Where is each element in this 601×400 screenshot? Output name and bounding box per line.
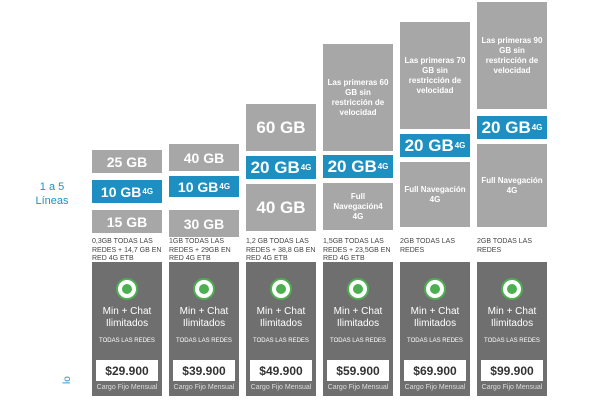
segment-label: 30 GB xyxy=(183,215,225,232)
data-gb-segment: 30 GB xyxy=(169,210,239,237)
segment-label: 20 GB xyxy=(404,135,454,155)
cargo-label: Cargo Fijo Mensual xyxy=(404,384,466,391)
min-chat-label: Min + Chat Ilimitados xyxy=(333,306,383,329)
whatsapp-icon xyxy=(193,278,215,300)
plan-extra-info: 2GB TODAS LAS REDES xyxy=(477,238,532,254)
cargo-label: Cargo Fijo Mensual xyxy=(481,384,543,391)
redes-label: TODAS LAS REDES xyxy=(407,338,463,344)
segment-label: 40 GB xyxy=(256,197,306,217)
data-info-segment: Las primeras 90 GB sin restricción de ve… xyxy=(477,2,547,109)
lines-label: 1 a 5 Líneas xyxy=(35,181,69,207)
segment-label: 20 GB xyxy=(481,117,531,137)
data-gb-segment: 25 GB xyxy=(92,150,162,173)
plan-column: 25 GB 10 GB 4G 15 GB 0,3GB TODAS LAS REDES +… xyxy=(92,0,162,400)
plan-column: Las primeras 90 GB sin restricción de ve… xyxy=(477,0,547,400)
segment-label: 15 GB xyxy=(106,213,148,230)
cargo-label: Cargo Fijo Mensual xyxy=(327,384,389,391)
segment-label: 10 GB xyxy=(177,178,219,195)
price-label: $99.900 xyxy=(481,360,543,381)
plan-price-card[interactable]: Min + Chat Ilimitados TODAS LAS REDES $69.… xyxy=(400,262,470,396)
price-label: $49.900 xyxy=(250,360,312,381)
plan-column: 40 GB 10 GB 4G 30 GB 1GB TODAS LAS REDES + 2… xyxy=(169,0,239,400)
redes-label: TODAS LAS REDES xyxy=(330,338,386,344)
plan-price-card[interactable]: Min + Chat Ilimitados TODAS LAS REDES $39.… xyxy=(169,262,239,396)
data-info-segment: Full Navegación 4G xyxy=(477,144,547,227)
min-chat-label: Min + Chat Ilimitados xyxy=(410,306,460,329)
data-4g-segment: 20 GB 4G xyxy=(400,134,470,157)
price-label: $69.900 xyxy=(404,360,466,381)
whatsapp-icon xyxy=(270,278,292,300)
redes-label: TODAS LAS REDES xyxy=(176,338,232,344)
plan-price-card[interactable]: Min + Chat Ilimitados TODAS LAS REDES $29.… xyxy=(92,262,162,396)
plan-extra-info: 1GB TODAS LAS REDES + 29GB EN RED 4G ETB xyxy=(169,238,231,262)
min-chat-label: Min + Chat Ilimitados xyxy=(102,306,152,329)
price-label: $29.900 xyxy=(96,360,158,381)
data-4g-segment: 10 GB 4G xyxy=(169,176,239,197)
data-info-segment: Full Navegación4 4G xyxy=(323,183,393,230)
segment-label: 25 GB xyxy=(106,153,148,170)
min-chat-label: Min + Chat Ilimitados xyxy=(256,306,306,329)
data-info-segment: Las primeras 60 GB sin restricción de ve… xyxy=(323,44,393,151)
segment-label: Full Navegación 4G xyxy=(404,184,466,204)
plan-price-card[interactable]: Min + Chat Ilimitados TODAS LAS REDES $99.… xyxy=(477,262,547,396)
redes-label: TODAS LAS REDES xyxy=(484,338,540,344)
redes-label: TODAS LAS REDES xyxy=(253,338,309,344)
data-gb-segment: 60 GB xyxy=(246,104,316,151)
data-gb-segment: 40 GB xyxy=(246,184,316,231)
data-gb-segment: 40 GB xyxy=(169,144,239,171)
whatsapp-icon xyxy=(424,278,446,300)
data-info-segment: Full Navegación 4G xyxy=(400,162,470,227)
network-4g-badge: 4G xyxy=(454,141,466,150)
network-4g-badge: 4G xyxy=(531,123,543,132)
plan-extra-info: 2GB TODAS LAS REDES xyxy=(400,238,455,254)
plan-price-card[interactable]: Min + Chat Ilimitados TODAS LAS REDES $49.… xyxy=(246,262,316,396)
segment-label: 10 GB xyxy=(100,183,142,200)
whatsapp-icon xyxy=(347,278,369,300)
data-4g-segment: 20 GB 4G xyxy=(477,116,547,139)
segment-label: Las primeras 90 GB sin restricción de ve… xyxy=(481,35,543,75)
min-chat-label: Min + Chat Ilimitados xyxy=(487,306,537,329)
min-chat-label: Min + Chat Ilimitados xyxy=(179,306,229,329)
whatsapp-icon xyxy=(501,278,523,300)
cargo-label: Cargo Fijo Mensual xyxy=(96,384,158,391)
plan-column: Las primeras 70 GB sin restricción de ve… xyxy=(400,0,470,400)
data-info-segment: Las primeras 70 GB sin restricción de ve… xyxy=(400,22,470,129)
data-4g-segment: 20 GB 4G xyxy=(246,156,316,179)
segment-label: 20 GB xyxy=(327,156,377,176)
segment-label: 40 GB xyxy=(183,149,225,166)
segment-label: 20 GB xyxy=(250,157,300,177)
cargo-label: Cargo Fijo Mensual xyxy=(250,384,312,391)
network-4g-badge: 4G xyxy=(142,187,154,196)
price-label: $39.900 xyxy=(173,360,235,381)
plan-extra-info: 1,2 GB TODAS LAS REDES + 38,8 GB EN RED … xyxy=(246,238,316,262)
segment-label: Las primeras 60 GB sin restricción de ve… xyxy=(327,77,389,117)
data-4g-segment: 20 GB 4G xyxy=(323,155,393,178)
cargo-label: Cargo Fijo Mensual xyxy=(173,384,235,391)
segment-label: Full Navegación4 4G xyxy=(333,191,383,221)
network-4g-badge: 4G xyxy=(219,182,231,191)
price-label: $59.900 xyxy=(327,360,389,381)
network-4g-badge: 4G xyxy=(300,163,312,172)
plan-extra-info: 0,3GB TODAS LAS REDES + 14,7 GB EN RED 4… xyxy=(92,238,162,262)
data-4g-segment: 10 GB 4G xyxy=(92,180,162,203)
redes-label: TODAS LAS REDES xyxy=(99,338,155,344)
network-4g-badge: 4G xyxy=(377,162,389,171)
plan-column: Las primeras 60 GB sin restricción de ve… xyxy=(323,0,393,400)
plan-price-card[interactable]: Min + Chat Ilimitados TODAS LAS REDES $59.… xyxy=(323,262,393,396)
data-gb-segment: 15 GB xyxy=(92,210,162,233)
whatsapp-icon xyxy=(116,278,138,300)
segment-label: Full Navegación 4G xyxy=(481,175,543,195)
segment-label: Las primeras 70 GB sin restricción de ve… xyxy=(404,55,466,95)
plan-extra-info: 1,5GB TODAS LAS REDES + 23,5GB EN RED 4G… xyxy=(323,238,391,262)
segment-label: 60 GB xyxy=(256,117,306,137)
side-mark: lo xyxy=(62,376,73,384)
plan-column: 60 GB 20 GB 4G 40 GB 1,2 GB TODAS LAS REDES … xyxy=(246,0,316,400)
